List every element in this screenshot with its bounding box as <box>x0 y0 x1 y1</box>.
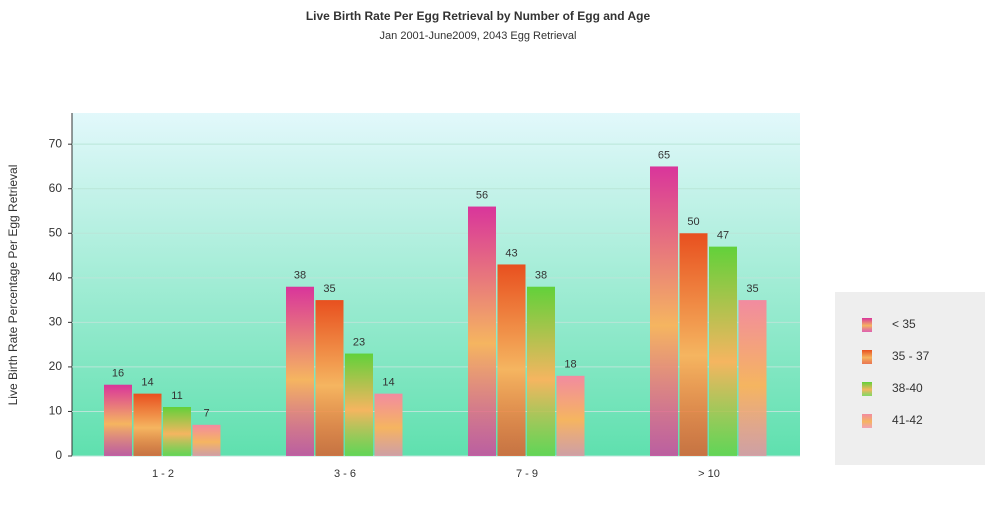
bar <box>556 375 585 456</box>
legend-box <box>835 292 985 465</box>
plot-area <box>72 113 800 456</box>
bar <box>133 393 162 456</box>
bar <box>738 300 767 456</box>
data-label: 14 <box>141 377 153 389</box>
legend-swatch <box>862 350 872 364</box>
y-axis-label: Live Birth Rate Percentage Per Egg Retri… <box>6 165 20 406</box>
data-label: 16 <box>112 368 124 380</box>
data-label: 65 <box>658 149 670 161</box>
bar <box>345 353 373 456</box>
data-label: 38 <box>294 270 306 282</box>
data-label: 50 <box>687 216 699 228</box>
legend-swatch <box>862 414 872 428</box>
data-label: 7 <box>203 408 209 420</box>
data-label: 23 <box>353 336 365 348</box>
data-label: 18 <box>564 359 576 371</box>
bar <box>468 206 496 456</box>
data-label: 11 <box>171 390 182 402</box>
y-tick-label: 20 <box>49 359 63 373</box>
bar <box>104 384 132 456</box>
data-label: 56 <box>476 189 488 201</box>
x-tick-label: 1 - 2 <box>152 468 174 480</box>
y-tick-label: 50 <box>49 225 63 239</box>
bar <box>527 286 555 456</box>
x-tick-label: 7 - 9 <box>516 468 538 480</box>
bar <box>497 264 526 456</box>
data-label: 43 <box>505 247 517 259</box>
y-tick-label: 40 <box>49 270 63 284</box>
data-label: 47 <box>717 230 729 242</box>
y-tick-label: 70 <box>49 136 63 150</box>
y-tick-label: 0 <box>55 448 62 462</box>
legend-swatch <box>862 318 872 332</box>
y-tick-label: 10 <box>49 404 63 418</box>
data-label: 38 <box>535 270 547 282</box>
chart-title: Live Birth Rate Per Egg Retrieval by Num… <box>306 9 651 23</box>
bar <box>163 407 191 456</box>
x-tick-label: 3 - 6 <box>334 468 356 480</box>
bar <box>286 286 314 456</box>
data-label: 35 <box>746 283 758 295</box>
bar <box>374 393 403 456</box>
data-label: 14 <box>382 377 394 389</box>
bar <box>709 246 737 456</box>
legend-label: 38-40 <box>892 381 923 395</box>
x-tick-label: > 10 <box>698 468 720 480</box>
bar <box>315 300 344 456</box>
bar <box>650 166 678 457</box>
y-tick-label: 60 <box>49 181 63 195</box>
legend-label: 41-42 <box>892 413 923 427</box>
legend-label: 35 - 37 <box>892 349 930 363</box>
data-label: 35 <box>323 283 335 295</box>
legend-label: < 35 <box>892 317 916 331</box>
y-tick-label: 30 <box>49 315 63 329</box>
legend-swatch <box>862 382 872 396</box>
bar <box>192 424 221 456</box>
bar <box>679 233 708 456</box>
chart-subtitle: Jan 2001-June2009, 2043 Egg Retrieval <box>380 30 577 42</box>
